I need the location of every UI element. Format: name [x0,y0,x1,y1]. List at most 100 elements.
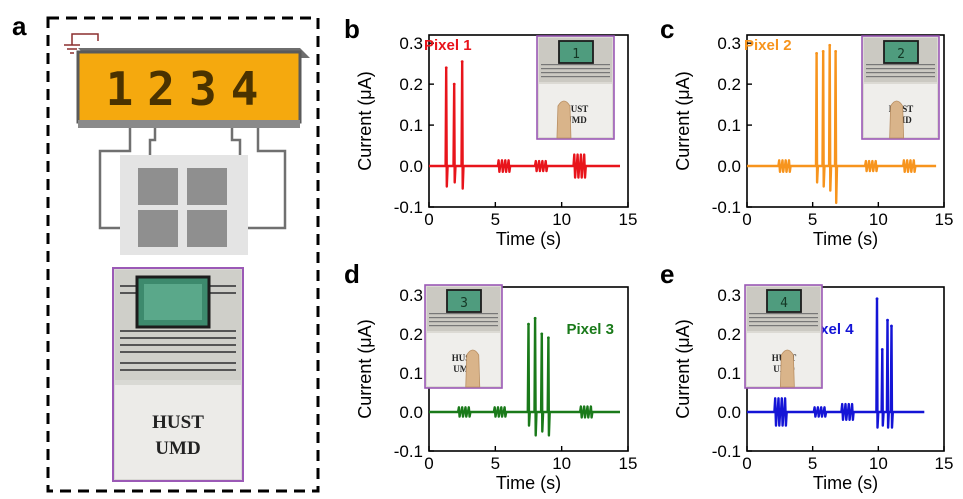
inset-breadboard-holes [866,72,935,74]
peak-point [444,66,448,70]
peak-point [834,49,838,53]
x-tick-label: 0 [742,454,751,473]
inset-breadboard-holes [541,76,610,78]
peak-point [890,324,893,328]
finger-icon [779,349,795,388]
inset-breadboard-holes [429,325,498,327]
x-axis-title: Time (s) [813,473,878,493]
x-tick-label: 10 [869,210,888,229]
inset-breadboard-holes [429,317,498,319]
inset-text-umd: UMD [453,364,475,374]
segment-display: 1234 [76,48,310,128]
y-tick-label: 0.3 [399,286,423,305]
y-tick-label: -0.1 [394,198,423,217]
inset-breadboard-holes [866,64,935,66]
y-tick-label: -0.1 [712,198,741,217]
y-tick-label: 0.0 [717,157,741,176]
electrode-array [120,155,248,255]
panel-label-b: b [344,14,360,44]
panel-e: e 0 5 10 15 -0.1 0.0 0.1 0.2 0.3 Time (s) Current … [660,259,953,493]
inset-paper [427,333,500,386]
inset-text-hust: HUST [564,104,589,114]
x-tick-label: 0 [424,210,433,229]
inset-breadboard-holes [541,72,610,74]
x-tick-label: 15 [935,454,954,473]
y-tick-label: 0.2 [717,75,741,94]
series-label: Pixel 3 [566,321,614,338]
inset-text-hust: HUST [452,353,477,363]
inset-lcd [558,40,594,64]
x-tick-label: 15 [619,210,638,229]
pixel-electrode-3 [138,210,178,247]
display-digits: 1234 [106,62,273,116]
photo-text-umd: UMD [155,438,200,459]
peak-point [886,318,889,322]
y-tick-label: 0.1 [399,116,423,135]
peak-point [533,316,537,320]
x-tick-label: 15 [619,454,638,473]
inset-text-umd: UMD [565,115,587,125]
x-axis-title: Time (s) [813,229,878,249]
y-tick-label: 0.2 [717,325,741,344]
panel-c: c 0 5 10 15 -0.1 0.0 0.1 0.2 0.3 Time (s) Current … [660,14,953,249]
current-series-line [429,317,620,437]
inset-breadboard-holes [429,313,498,315]
y-axis-title: Current (μA) [673,71,693,170]
inset-lcd [883,40,919,64]
panel-label-d: d [344,259,360,289]
y-axis-title: Current (μA) [673,319,693,418]
current-series-line [747,44,937,205]
inset-lcd-digit: 1 [572,47,580,62]
plot-frame [746,34,945,208]
y-axis-title: Current (μA) [355,319,375,418]
current-series-line [747,297,925,429]
panel-b: b 0 5 10 15 -0.1 0.0 0.1 0.2 0.3 Time (s) Current … [344,14,637,249]
panel-label-e: e [660,259,674,289]
inset-breadboard-holes [749,313,818,315]
y-tick-label: 0.3 [717,286,741,305]
peak-point [821,49,825,53]
inset-breadboard-holes [541,68,610,70]
inset-breadboard-holes [749,325,818,327]
x-tick-label: 5 [808,454,817,473]
x-axis-title: Time (s) [496,473,561,493]
peak-point [527,322,530,326]
y-tick-label: -0.1 [394,442,423,461]
pixel-electrode-2 [187,168,227,205]
y-tick-label: 0.2 [399,325,423,344]
peak-point [540,332,544,336]
x-tick-label: 0 [742,210,751,229]
inset-lcd-digit: 3 [460,296,468,311]
finger-icon [465,349,481,388]
x-tick-label: 15 [935,210,954,229]
peak-point [547,336,550,340]
x-tick-label: 5 [491,454,500,473]
x-tick-label: 10 [869,454,888,473]
inset-breadboard-holes [749,317,818,319]
x-tick-label: 10 [552,210,571,229]
finger-icon [889,100,905,139]
y-tick-label: 0.0 [717,403,741,422]
y-tick-label: 0.3 [717,34,741,53]
inset-breadboard-holes [866,76,935,78]
pixel-electrode-1 [138,168,178,205]
inset-breadboard-holes [541,64,610,66]
inset-lcd-digit: 2 [897,47,905,62]
y-tick-label: 0.0 [399,403,423,422]
x-tick-label: 10 [552,454,571,473]
current-series-line [429,60,620,190]
x-tick-label: 0 [424,454,433,473]
plot-frame [428,34,629,208]
inset-paper [539,84,612,137]
y-tick-label: -0.1 [712,442,741,461]
panel-d: d 0 5 10 15 -0.1 0.0 0.1 0.2 0.3 Time (s) Current … [344,259,637,493]
ground-symbol-icon [64,33,99,54]
y-tick-label: 0.1 [399,364,423,383]
peak-point [880,348,884,351]
panel-label-a: a [12,11,27,41]
panel-a: a 1234 [12,11,320,493]
y-tick-label: 0.3 [399,34,423,53]
finger-icon [556,100,572,139]
inset-breadboard-holes [749,321,818,323]
